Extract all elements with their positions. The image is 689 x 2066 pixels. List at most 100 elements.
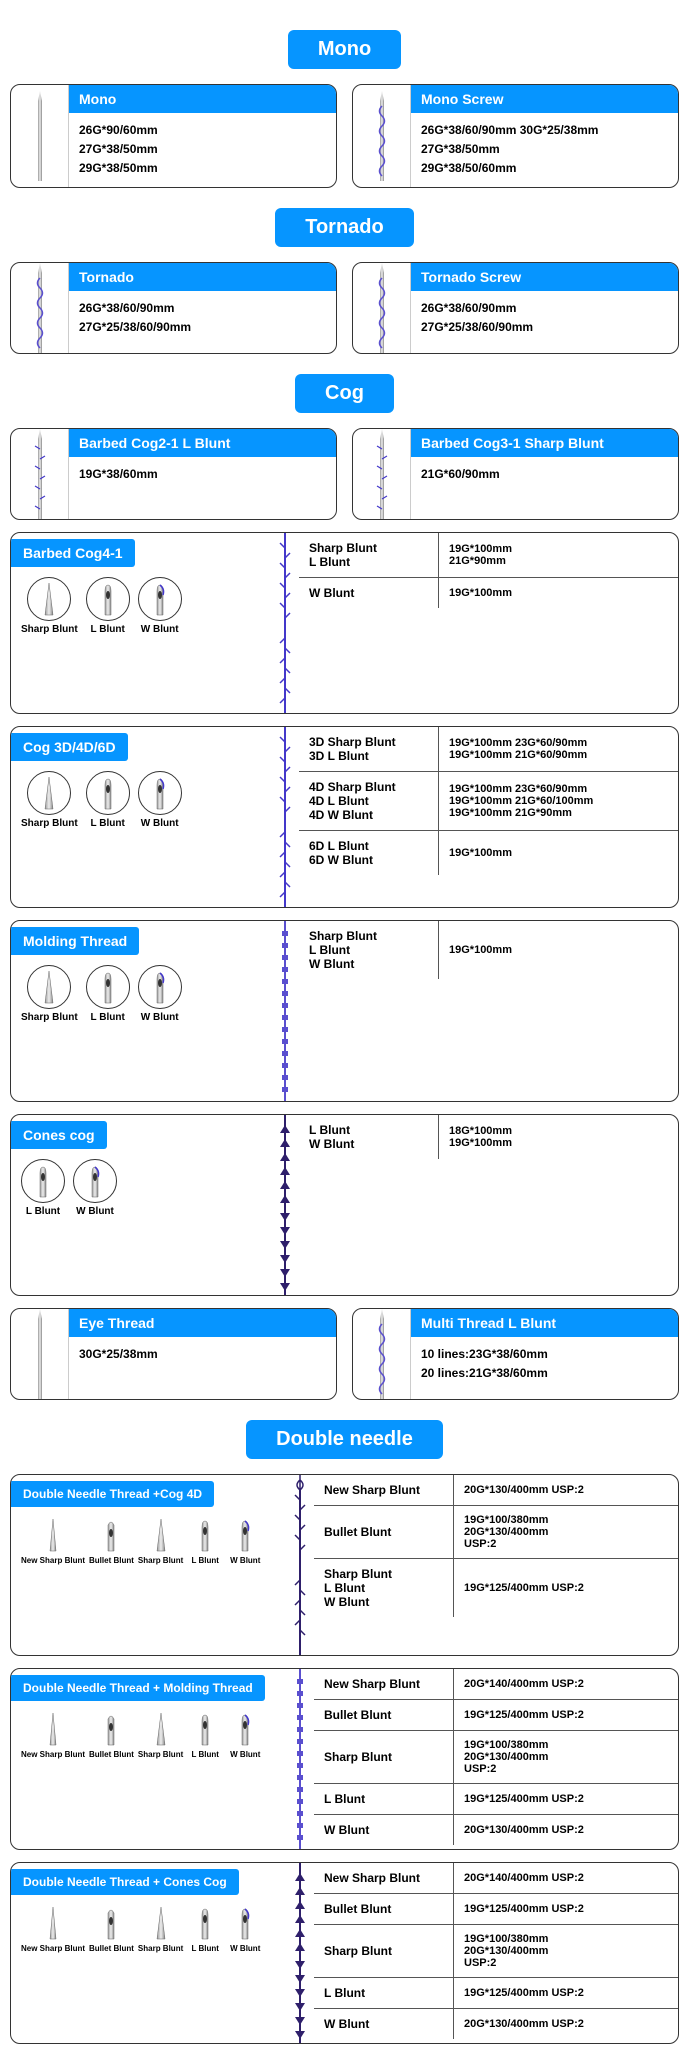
- tip-row: Sharp BluntL BluntW Blunt: [11, 571, 271, 643]
- block-title: Cones cog: [11, 1121, 107, 1149]
- block-title: Double Needle Thread + Molding Thread: [11, 1675, 265, 1701]
- spec-table: Sharp BluntL Blunt19G*100mm21G*90mmW Blu…: [299, 533, 678, 713]
- card-title: Mono Screw: [411, 85, 678, 113]
- thread-graphic: [271, 727, 299, 907]
- spec-values: 19G*125/400mm USP:2: [454, 1978, 678, 2008]
- spec-labels: L BluntW Blunt: [299, 1115, 439, 1159]
- section-header: Double needle: [246, 1420, 443, 1459]
- tip-option: L Blunt: [187, 1905, 223, 1953]
- product-block: Barbed Cog4-1Sharp BluntL BluntW BluntSh…: [10, 532, 679, 714]
- tip-icon: [35, 1517, 71, 1553]
- card-specs: 10 lines:23G*38/60mm20 lines:21G*38/60mm: [411, 1337, 678, 1391]
- spec-values: 19G*100/380mm20G*130/400mmUSP:2: [454, 1731, 678, 1783]
- spec-table: New Sharp Blunt20G*130/400mm USP:2Bullet…: [314, 1475, 678, 1655]
- tip-icon: [227, 1517, 263, 1553]
- tip-option: L Blunt: [187, 1711, 223, 1759]
- spec-table: Sharp BluntL BluntW Blunt19G*100mm: [299, 921, 678, 1101]
- spec-values: 19G*100mm: [439, 578, 678, 608]
- tip-option: W Blunt: [138, 577, 182, 635]
- spec-row: Sharp BluntL BluntW Blunt19G*125/400mm U…: [314, 1559, 678, 1617]
- tip-option: L Blunt: [86, 771, 130, 829]
- spec-values: 19G*125/400mm USP:2: [454, 1784, 678, 1814]
- needle-thumb: [353, 1309, 411, 1399]
- tip-label: Bullet Blunt: [89, 1750, 134, 1759]
- card-title: Barbed Cog2-1 L Blunt: [69, 429, 336, 457]
- spec-row: Bullet Blunt19G*125/400mm USP:2: [314, 1700, 678, 1731]
- tip-label: L Blunt: [21, 1206, 65, 1217]
- tip-label: W Blunt: [227, 1750, 263, 1759]
- product-block: Molding Thread Sharp BluntL BluntW BluntS…: [10, 920, 679, 1102]
- spec-labels: L Blunt: [314, 1978, 454, 2008]
- tip-option: W Blunt: [227, 1905, 263, 1953]
- tip-label: Sharp Blunt: [21, 818, 78, 829]
- spec-row: Sharp Blunt19G*100/380mm20G*130/400mmUSP…: [314, 1925, 678, 1978]
- tip-icon: [93, 1517, 129, 1553]
- tip-icon: [35, 1711, 71, 1747]
- tip-icon: [27, 771, 71, 815]
- tip-label: L Blunt: [187, 1944, 223, 1953]
- section-header: Cog: [295, 374, 394, 413]
- spec-labels: New Sharp Blunt: [314, 1475, 454, 1505]
- tip-row: L Blunt W Blunt: [11, 1153, 271, 1225]
- needle-thumb: [353, 85, 411, 187]
- tip-option: New Sharp Blunt: [21, 1711, 85, 1759]
- spec-labels: New Sharp Blunt: [314, 1863, 454, 1893]
- tip-label: L Blunt: [86, 818, 130, 829]
- spec-labels: Sharp BluntL BluntW Blunt: [299, 921, 439, 979]
- tip-icon: [138, 577, 182, 621]
- spec-labels: Bullet Blunt: [314, 1700, 454, 1730]
- card-specs: 26G*38/60/90mm 30G*25/38mm27G*38/50mm29G…: [411, 113, 678, 187]
- tip-option: Sharp Blunt: [138, 1905, 183, 1953]
- product-card: Tornado Screw26G*38/60/90mm27G*25/38/60/…: [352, 262, 679, 354]
- tip-option: Bullet Blunt: [89, 1517, 134, 1565]
- tip-label: W Blunt: [138, 624, 182, 635]
- card-specs: 26G*38/60/90mm27G*25/38/60/90mm: [411, 291, 678, 345]
- tip-icon: [93, 1905, 129, 1941]
- spec-table: New Sharp Blunt20G*140/400mm USP:2Bullet…: [314, 1863, 678, 2043]
- tip-icon: [143, 1517, 179, 1553]
- tip-label: W Blunt: [227, 1944, 263, 1953]
- spec-values: 18G*100mm19G*100mm: [439, 1115, 678, 1159]
- thread-graphic: [286, 1475, 314, 1655]
- spec-table: 3D Sharp Blunt3D L Blunt19G*100mm 23G*60…: [299, 727, 678, 907]
- spec-values: 19G*100mm 23G*60/90mm19G*100mm 21G*60/10…: [439, 772, 678, 830]
- spec-labels: New Sharp Blunt: [314, 1669, 454, 1699]
- product-block: Cog 3D/4D/6DSharp BluntL BluntW Blunt3D …: [10, 726, 679, 908]
- tip-icon: [27, 965, 71, 1009]
- product-card: Mono Screw26G*38/60/90mm 30G*25/38mm27G*…: [352, 84, 679, 188]
- card-title: Eye Thread: [69, 1309, 336, 1337]
- tip-icon: [227, 1711, 263, 1747]
- section-header: Mono: [288, 30, 401, 69]
- spec-row: W Blunt20G*130/400mm USP:2: [314, 1815, 678, 1845]
- card-specs: 21G*60/90mm: [411, 457, 678, 492]
- thread-graphic: [286, 1669, 314, 1849]
- tip-label: L Blunt: [86, 1012, 130, 1023]
- needle-thumb: [353, 429, 411, 519]
- block-title: Molding Thread: [11, 927, 139, 955]
- tip-label: Sharp Blunt: [138, 1556, 183, 1565]
- spec-labels: W Blunt: [314, 1815, 454, 1845]
- spec-labels: 3D Sharp Blunt3D L Blunt: [299, 727, 439, 771]
- needle-thumb: [11, 85, 69, 187]
- spec-values: 19G*100mm: [439, 831, 678, 875]
- product-block: Double Needle Thread + Cones CogNew Shar…: [10, 1862, 679, 2044]
- card-specs: 26G*90/60mm27G*38/50mm29G*38/50mm: [69, 113, 336, 187]
- tip-option: W Blunt: [227, 1517, 263, 1565]
- spec-values: 20G*140/400mm USP:2: [454, 1669, 678, 1699]
- tip-icon: [138, 965, 182, 1009]
- needle-thumb: [11, 263, 69, 353]
- tip-icon: [187, 1711, 223, 1747]
- spec-values: 19G*100/380mm20G*130/400mmUSP:2: [454, 1506, 678, 1558]
- tip-option: W Blunt: [73, 1159, 117, 1217]
- card-specs: 26G*38/60/90mm27G*25/38/60/90mm: [69, 291, 336, 345]
- tip-label: L Blunt: [187, 1556, 223, 1565]
- tip-label: New Sharp Blunt: [21, 1750, 85, 1759]
- tip-label: Sharp Blunt: [138, 1750, 183, 1759]
- card-title: Tornado Screw: [411, 263, 678, 291]
- spec-row: W Blunt20G*130/400mm USP:2: [314, 2009, 678, 2039]
- tip-option: Bullet Blunt: [89, 1905, 134, 1953]
- block-title: Cog 3D/4D/6D: [11, 733, 128, 761]
- tip-icon: [138, 771, 182, 815]
- tip-option: L Blunt: [187, 1517, 223, 1565]
- spec-row: Bullet Blunt19G*125/400mm USP:2: [314, 1894, 678, 1925]
